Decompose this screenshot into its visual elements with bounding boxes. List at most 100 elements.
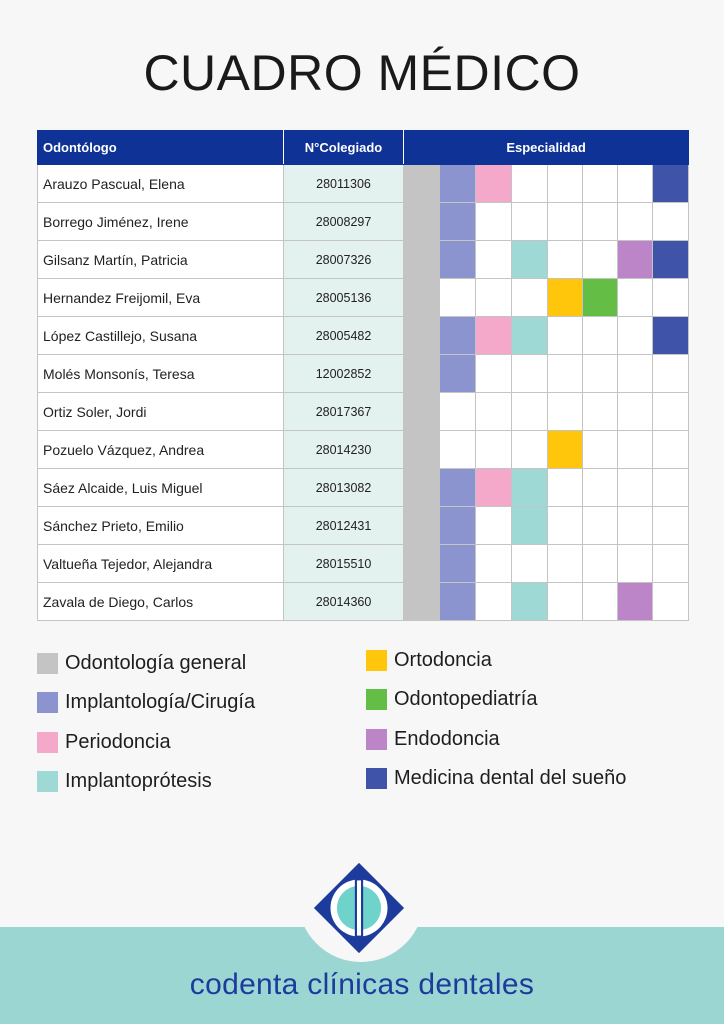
legend-label: Implantología/Cirugía: [65, 690, 256, 713]
dentist-name: Sáez Alcaide, Luis Miguel: [37, 468, 284, 507]
specialty-cell: [511, 202, 548, 241]
specialty-cell: [439, 316, 476, 355]
table-row: Zavala de Diego, Carlos 28014360: [37, 582, 690, 621]
table-row: Ortiz Soler, Jordi 28017367: [37, 392, 690, 431]
specialty-cell: [547, 202, 583, 241]
legend-swatch: [37, 770, 58, 792]
specialty-cell: [475, 430, 512, 469]
specialty-cell: [617, 468, 653, 507]
dentist-name: Molés Monsonís, Teresa: [37, 354, 284, 393]
registration-number: 12002852: [283, 354, 404, 393]
specialty-cell: [651, 392, 690, 431]
legend-item: Ortodoncia: [366, 647, 492, 673]
legend-swatch: [37, 691, 58, 713]
specialty-cell: [617, 202, 653, 241]
specialty-cell: [617, 278, 653, 317]
specialty-cell: [651, 240, 690, 279]
dentist-name: Sánchez Prieto, Emilio: [37, 506, 284, 545]
table-row: Hernandez Freijomil, Eva 28005136: [37, 278, 690, 317]
table-row: Borrego Jiménez, Irene 28008297: [37, 202, 690, 241]
specialty-cell: [439, 506, 476, 545]
legend-swatch: [366, 688, 387, 710]
specialty-cell-general: [403, 278, 440, 317]
table-row: Sánchez Prieto, Emilio 28012431: [37, 506, 690, 545]
legend-swatch: [366, 728, 387, 750]
legend-item: Implantología/Cirugía: [37, 689, 255, 715]
specialty-cell-general: [403, 202, 440, 241]
specialty-cell: [439, 164, 476, 203]
specialty-cell: [547, 278, 583, 317]
brand-name: codenta clínicas dentales: [189, 968, 535, 1001]
table-row: Pozuelo Vázquez, Andrea 28014230: [37, 430, 690, 469]
legend-label: Periodoncia: [65, 730, 171, 753]
specialty-cell: [651, 430, 690, 469]
legend-item: Periodoncia: [37, 729, 171, 755]
registration-number: 28005482: [283, 316, 404, 355]
specialty-cell: [511, 392, 548, 431]
specialty-cell: [617, 164, 653, 203]
dentist-name: Zavala de Diego, Carlos: [37, 582, 284, 621]
specialty-cell-general: [403, 392, 440, 431]
registration-number: 28005136: [283, 278, 404, 317]
dentist-name: López Castillejo, Susana: [37, 316, 284, 355]
table-row: Arauzo Pascual, Elena 28011306: [37, 164, 690, 203]
specialty-cell-general: [403, 164, 440, 203]
specialty-cell: [511, 278, 548, 317]
specialty-cell: [439, 582, 476, 621]
dentist-name: Arauzo Pascual, Elena: [37, 164, 284, 203]
table-body: Arauzo Pascual, Elena 28011306 Borrego Jim…: [37, 164, 690, 621]
specialty-cell: [547, 506, 583, 545]
specialty-cell: [547, 316, 583, 355]
specialty-cell: [547, 240, 583, 279]
specialty-cell: [582, 430, 618, 469]
specialty-cell: [582, 202, 618, 241]
specialty-cell: [439, 430, 476, 469]
specialty-cell: [439, 278, 476, 317]
specialty-cell: [511, 430, 548, 469]
registration-number: 28011306: [283, 164, 404, 203]
specialty-cell: [617, 354, 653, 393]
legend-item: Endodoncia: [366, 726, 500, 752]
specialty-cell: [651, 316, 690, 355]
specialty-cell-general: [403, 430, 440, 469]
specialty-cell: [651, 506, 690, 545]
specialty-cell: [475, 202, 512, 241]
header-dentist: Odontólogo: [37, 130, 284, 165]
specialty-cell: [582, 468, 618, 507]
specialty-cell: [617, 582, 653, 621]
registration-number: 28012431: [283, 506, 404, 545]
specialty-cell: [651, 202, 690, 241]
page-title: CUADRO MÉDICO: [143, 45, 581, 101]
specialty-cell: [439, 468, 476, 507]
legend-item: Odontopediatría: [366, 686, 537, 712]
specialty-cell: [475, 164, 512, 203]
dentist-name: Ortiz Soler, Jordi: [37, 392, 284, 431]
legend-swatch: [366, 767, 387, 789]
dentist-name: Pozuelo Vázquez, Andrea: [37, 430, 284, 469]
specialty-cell: [439, 240, 476, 279]
specialty-cell-general: [403, 240, 440, 279]
specialty-cell: [475, 582, 512, 621]
specialty-cell: [582, 278, 618, 317]
specialty-cell-general: [403, 316, 440, 355]
legend-swatch: [366, 649, 387, 671]
specialty-cell: [475, 240, 512, 279]
table-row: López Castillejo, Susana 28005482: [37, 316, 690, 355]
legend-swatch: [37, 731, 58, 753]
dentist-name: Gilsanz Martín, Patricia: [37, 240, 284, 279]
legend-item: Medicina dental del sueño: [366, 765, 626, 791]
dentist-name: Valtueña Tejedor, Alejandra: [37, 544, 284, 583]
specialty-cell: [547, 544, 583, 583]
registration-number: 28014230: [283, 430, 404, 469]
specialty-cell: [547, 354, 583, 393]
specialty-cell: [511, 468, 548, 507]
legend-label: Ortodoncia: [394, 648, 492, 671]
table-row: Gilsanz Martín, Patricia 28007326: [37, 240, 690, 279]
registration-number: 28013082: [283, 468, 404, 507]
specialty-cell: [582, 354, 618, 393]
specialty-cell: [511, 240, 548, 279]
specialty-cell: [582, 164, 618, 203]
specialty-cell: [511, 354, 548, 393]
legend-label: Odontopediatría: [394, 687, 538, 710]
header-registration-number: N°Colegiado: [283, 130, 404, 165]
